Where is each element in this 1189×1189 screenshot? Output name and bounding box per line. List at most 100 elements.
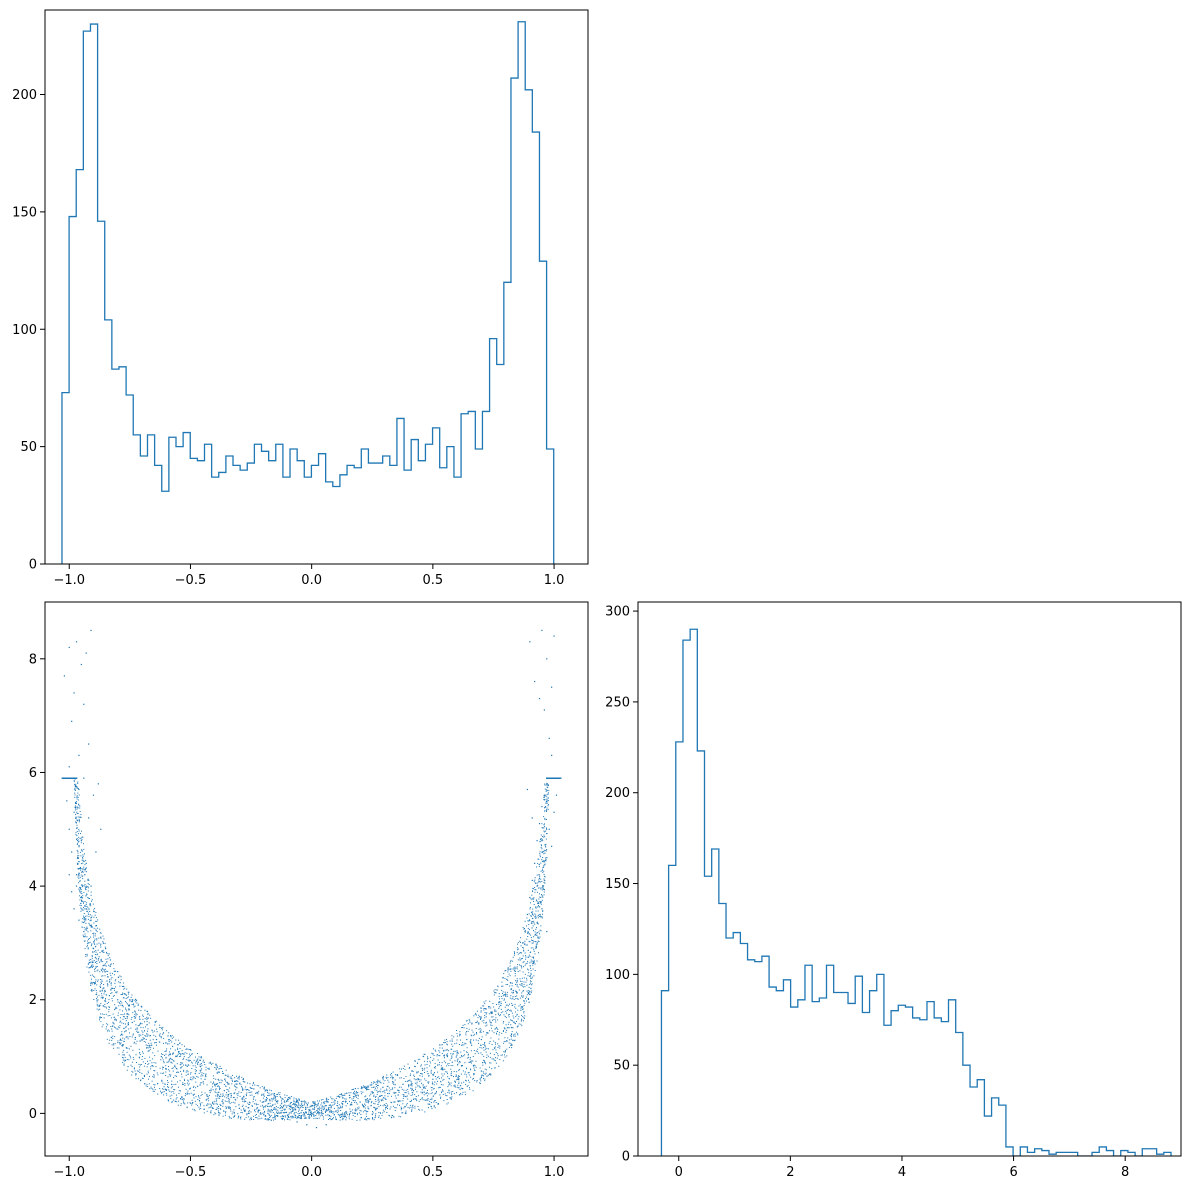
scatter-point: [113, 1023, 115, 1025]
scatter-point: [523, 928, 525, 930]
scatter-point: [186, 1048, 188, 1050]
scatter-point: [216, 1066, 218, 1068]
scatter-point: [76, 820, 78, 822]
scatter-point: [507, 1005, 509, 1007]
scatter-point: [296, 1121, 298, 1123]
scatter-point: [139, 1066, 141, 1068]
scatter-point: [519, 957, 521, 959]
scatter-point: [390, 1077, 392, 1079]
scatter-point: [188, 1060, 190, 1062]
scatter-point: [254, 1109, 255, 1111]
scatter-point: [217, 1110, 219, 1112]
histogram-bin: [354, 468, 361, 564]
scatter-point: [280, 1116, 282, 1118]
scatter-point: [190, 1102, 192, 1104]
scatter-point: [457, 1084, 459, 1086]
scatter-point: [82, 860, 84, 862]
scatter-point: [352, 1114, 354, 1116]
scatter-point: [227, 1082, 229, 1084]
scatter-point: [309, 1114, 311, 1115]
scatter-point: [291, 1101, 292, 1103]
scatter-point: [184, 1103, 186, 1105]
scatter-point: [273, 1095, 275, 1096]
scatter-point: [123, 1064, 125, 1066]
scatter-point: [466, 1031, 467, 1033]
scatter-point: [493, 1054, 495, 1056]
scatter-point: [525, 956, 527, 958]
scatter-point: [279, 1107, 281, 1109]
scatter-point: [354, 1116, 356, 1117]
scatter-point: [314, 1101, 316, 1103]
scatter-point: [122, 1016, 124, 1018]
scatter-point: [529, 990, 531, 992]
scatter-point: [98, 1009, 100, 1011]
scatter-point: [213, 1100, 215, 1102]
scatter-point: [134, 1014, 136, 1015]
scatter-point: [188, 1049, 190, 1050]
scatter-point: [301, 1106, 303, 1108]
scatter-point: [96, 920, 98, 922]
scatter-point: [181, 1073, 182, 1075]
scatter-point: [73, 811, 75, 813]
scatter-point: [486, 1054, 488, 1056]
scatter-point: [81, 909, 83, 911]
scatter-point: [455, 1056, 457, 1058]
scatter-point: [83, 885, 85, 887]
scatter-point: [128, 993, 129, 995]
scatter-point: [508, 1039, 510, 1041]
scatter-point: [503, 1030, 504, 1032]
scatter-point: [284, 1104, 286, 1106]
scatter-point: [513, 1040, 515, 1042]
scatter-point: [322, 1116, 324, 1118]
scatter-point: [226, 1081, 228, 1083]
scatter-point: [107, 985, 109, 987]
scatter-point: [525, 958, 527, 960]
scatter-point: [489, 1066, 490, 1068]
scatter-point: [510, 989, 512, 991]
scatter-point: [176, 1097, 178, 1099]
scatter-point: [510, 959, 512, 961]
scatter-point: [404, 1095, 406, 1097]
scatter-point: [85, 888, 87, 890]
scatter-point: [83, 907, 84, 908]
scatter-point: [130, 1064, 132, 1066]
scatter-point: [424, 1064, 426, 1066]
scatter-point: [87, 897, 89, 899]
scatter-point: [84, 880, 86, 882]
scatter-point: [220, 1105, 222, 1106]
scatter-point: [207, 1067, 209, 1069]
scatter-point: [161, 1080, 163, 1082]
scatter-point: [293, 1097, 295, 1099]
scatter-point: [251, 1118, 252, 1120]
scatter-point: [424, 1111, 426, 1113]
scatter-point: [127, 1047, 129, 1049]
scatter-point: [171, 1086, 173, 1088]
scatter-point: [165, 1042, 167, 1044]
scatter-point: [76, 849, 78, 851]
scatter-point: [321, 1112, 323, 1114]
scatter-point: [483, 1061, 485, 1063]
scatter-point: [364, 1117, 366, 1119]
scatter-point: [522, 995, 524, 997]
scatter-point: [512, 1015, 514, 1017]
scatter-point: [205, 1074, 207, 1076]
scatter-point: [411, 1070, 413, 1072]
scatter-point: [532, 891, 534, 892]
scatter-point: [484, 1080, 486, 1082]
scatter-point: [123, 1040, 125, 1042]
scatter-point: [534, 882, 536, 884]
scatter-point: [168, 1060, 170, 1062]
scatter-point: [528, 993, 529, 994]
scatter-point: [131, 1061, 133, 1063]
scatter-point: [485, 1000, 487, 1002]
scatter-point: [83, 913, 85, 914]
scatter-point: [284, 1115, 286, 1117]
scatter-point: [141, 1006, 143, 1008]
scatter-point: [405, 1113, 407, 1115]
scatter-point: [95, 956, 97, 958]
scatter-point: [533, 922, 535, 924]
scatter-point: [79, 811, 81, 812]
scatter-point: [152, 1090, 154, 1092]
scatter-point: [512, 1027, 514, 1029]
scatter-point: [543, 865, 545, 867]
